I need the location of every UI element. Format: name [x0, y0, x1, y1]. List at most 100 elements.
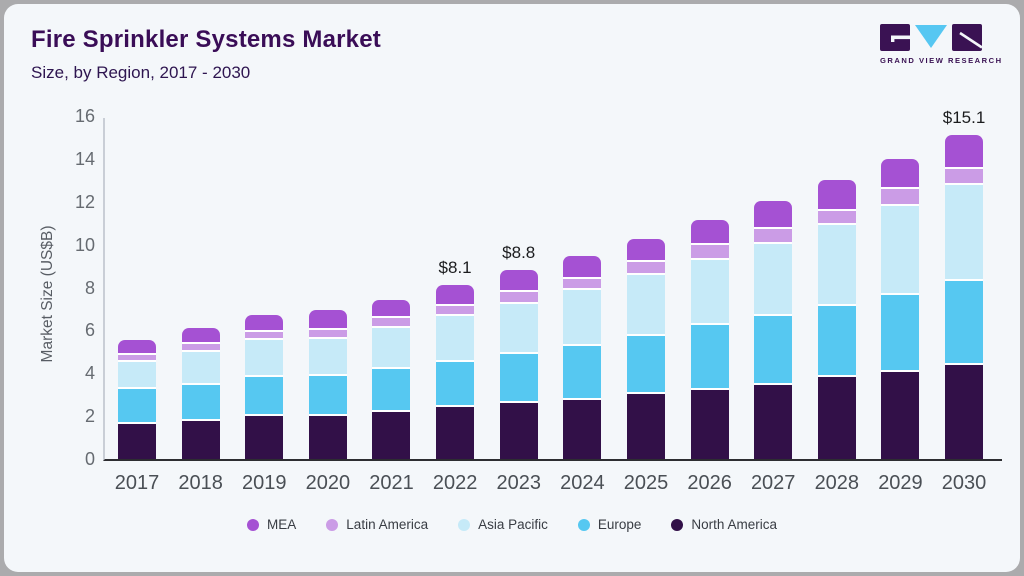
segment-asia-pacific [945, 184, 984, 282]
segment-mea [754, 200, 793, 230]
segment-europe [690, 325, 729, 390]
y-tick-label: 4 [84, 363, 95, 384]
y-tick-label: 6 [84, 320, 95, 341]
segment-europe [881, 294, 920, 373]
x-tick-label-2026: 2026 [687, 472, 732, 494]
value-label-2030: $15.1 [942, 108, 986, 128]
segment-mea [817, 180, 856, 212]
segment-asia-pacific [754, 244, 793, 317]
segment-north-america [754, 384, 793, 459]
segment-europe [372, 368, 411, 413]
bar-2030: $15.1 [943, 108, 985, 459]
segment-mea [563, 256, 602, 279]
y-tick-label: 0 [84, 449, 95, 469]
segment-latin-america [436, 305, 475, 317]
segment-latin-america [881, 188, 920, 206]
legend-label: North America [691, 517, 777, 532]
y-tick-label: 8 [84, 277, 95, 298]
bar-2017 [118, 340, 156, 459]
x-tick-label-2028: 2028 [814, 472, 860, 494]
legend-item-europe: Europe [577, 517, 641, 532]
segment-north-america [118, 423, 156, 459]
segment-asia-pacific [817, 225, 856, 307]
legend-swatch-icon [458, 518, 471, 531]
y-tick-label: 14 [74, 148, 95, 169]
segment-latin-america [563, 278, 602, 291]
segment-europe [181, 384, 220, 421]
segment-latin-america [754, 229, 793, 245]
bar-2026 [690, 220, 729, 459]
segment-mea [181, 328, 220, 344]
segment-europe [945, 281, 984, 365]
y-tick-label: 12 [74, 191, 95, 212]
segment-latin-america [245, 332, 284, 341]
segment-north-america [690, 389, 729, 459]
chart-card: Fire Sprinkler Systems Market Size, by R… [4, 4, 1020, 572]
legend-label: Latin America [346, 517, 429, 532]
segment-asia-pacific [626, 274, 665, 337]
value-label-2022: $8.1 [438, 258, 472, 278]
segment-latin-america [308, 329, 347, 340]
legend-swatch-icon [247, 518, 260, 531]
segment-europe [118, 389, 156, 424]
segment-north-america [626, 393, 665, 459]
legend-swatch-icon [326, 518, 339, 531]
x-tick-label-2019: 2019 [241, 472, 287, 494]
segment-latin-america [626, 262, 665, 275]
x-tick-label-2020: 2020 [305, 472, 351, 494]
segment-europe [499, 353, 538, 404]
segment-north-america [372, 412, 411, 459]
segment-asia-pacific [308, 339, 347, 376]
segment-latin-america [690, 245, 729, 260]
x-tick-label-2029: 2029 [878, 472, 923, 494]
legend-item-mea: MEA [247, 517, 296, 532]
x-tick-label-2023: 2023 [496, 472, 541, 494]
segment-europe [245, 377, 284, 417]
bar-2022: $8.1 [436, 258, 475, 459]
x-tick-label-2017: 2017 [114, 472, 160, 494]
segment-latin-america [817, 211, 856, 226]
bar-2020 [308, 310, 347, 459]
legend: MEA Latin America Asia Pacific Europe North … [4, 517, 1020, 532]
segment-mea [881, 158, 920, 189]
value-label-2023: $8.8 [502, 243, 536, 263]
bar-2027 [754, 200, 793, 459]
bar-2025 [626, 238, 665, 459]
segment-asia-pacific [499, 304, 538, 354]
segment-asia-pacific [436, 316, 475, 363]
bar-2023: $8.8 [499, 243, 538, 459]
segment-europe [626, 336, 665, 394]
bar-2029 [881, 158, 920, 459]
legend-label: Asia Pacific [478, 517, 548, 532]
segment-asia-pacific [118, 362, 156, 390]
x-tick-label-2030: 2030 [941, 472, 987, 494]
bar-2018 [181, 328, 220, 459]
legend-item-latin-america: Latin America [326, 517, 428, 532]
segment-mea [499, 270, 538, 292]
bar-2024 [563, 256, 602, 459]
x-tick-label-2025: 2025 [623, 472, 669, 494]
segment-north-america [945, 364, 984, 459]
segment-europe [817, 306, 856, 378]
segment-mea [372, 299, 411, 318]
page-title: Fire Sprinkler Systems Market [31, 26, 381, 53]
segment-asia-pacific [881, 205, 920, 295]
segment-asia-pacific [181, 351, 220, 385]
segment-mea [118, 340, 156, 356]
legend-item-north-america: North America [671, 517, 777, 532]
segment-mea [690, 220, 729, 246]
bar-2028 [817, 180, 856, 459]
segment-north-america [181, 420, 220, 459]
y-tick-label: 10 [74, 234, 95, 255]
legend-swatch-icon [671, 518, 684, 531]
segment-latin-america [372, 317, 411, 329]
segment-asia-pacific [690, 259, 729, 326]
chart-header: Fire Sprinkler Systems Market Size, by R… [31, 26, 381, 83]
segment-europe [308, 375, 347, 416]
segment-mea [626, 238, 665, 263]
legend-label: MEA [267, 517, 297, 532]
segment-europe [754, 316, 793, 385]
segment-asia-pacific [563, 290, 602, 347]
y-tick-label: 16 [74, 106, 95, 126]
segment-mea [245, 315, 284, 333]
